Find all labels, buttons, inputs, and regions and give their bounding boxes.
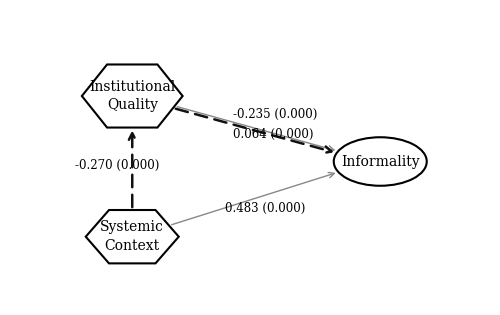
FancyArrowPatch shape	[129, 133, 136, 207]
Text: Informality: Informality	[341, 154, 419, 169]
FancyArrowPatch shape	[176, 109, 332, 153]
Polygon shape	[82, 65, 182, 128]
Ellipse shape	[334, 137, 427, 186]
Text: -0.235 (0.000): -0.235 (0.000)	[233, 108, 318, 121]
Text: 0.483 (0.000): 0.483 (0.000)	[225, 202, 306, 215]
FancyArrowPatch shape	[172, 172, 334, 225]
Text: Systemic
Context: Systemic Context	[100, 220, 164, 253]
Polygon shape	[86, 210, 179, 263]
FancyArrowPatch shape	[178, 107, 334, 151]
Text: 0.064 (0.000): 0.064 (0.000)	[233, 128, 314, 141]
Text: Institutional
Quality: Institutional Quality	[89, 80, 176, 112]
Text: -0.270 (0.000): -0.270 (0.000)	[75, 159, 160, 172]
